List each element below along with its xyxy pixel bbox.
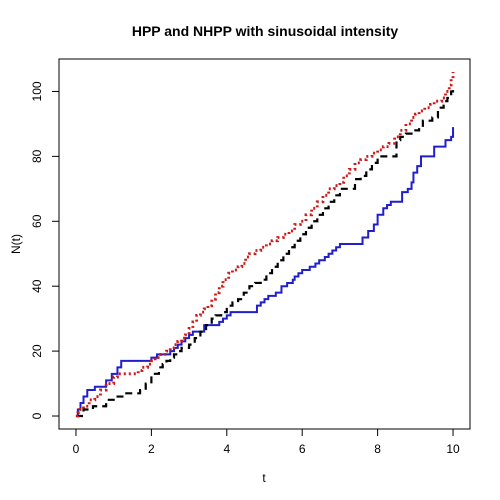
y-tick-label: 20 (30, 344, 44, 358)
x-tick-label: 8 (374, 442, 381, 456)
x-tick-label: 10 (446, 442, 460, 456)
y-tick-label: 60 (30, 214, 44, 228)
y-tick-label: 80 (30, 149, 44, 163)
x-tick-label: 4 (223, 442, 230, 456)
x-tick-label: 0 (73, 442, 80, 456)
y-tick-label: 0 (30, 412, 44, 419)
chart-title: HPP and NHPP with sinusoidal intensity (132, 23, 399, 39)
series-2-line (75, 88, 455, 418)
x-tick-label: 2 (148, 442, 155, 456)
y-axis: 0 20 40 60 80 100 (30, 81, 60, 419)
y-tick-label: 40 (30, 279, 44, 293)
x-axis-label: t (262, 471, 266, 485)
x-axis: 0 2 4 6 8 10 (73, 428, 460, 456)
series-3-line (75, 71, 455, 418)
y-axis-label: N(t) (9, 234, 23, 254)
series-layer (75, 71, 455, 418)
y-tick-label: 100 (30, 81, 44, 101)
series-1-line (75, 127, 455, 418)
x-tick-label: 6 (299, 442, 306, 456)
